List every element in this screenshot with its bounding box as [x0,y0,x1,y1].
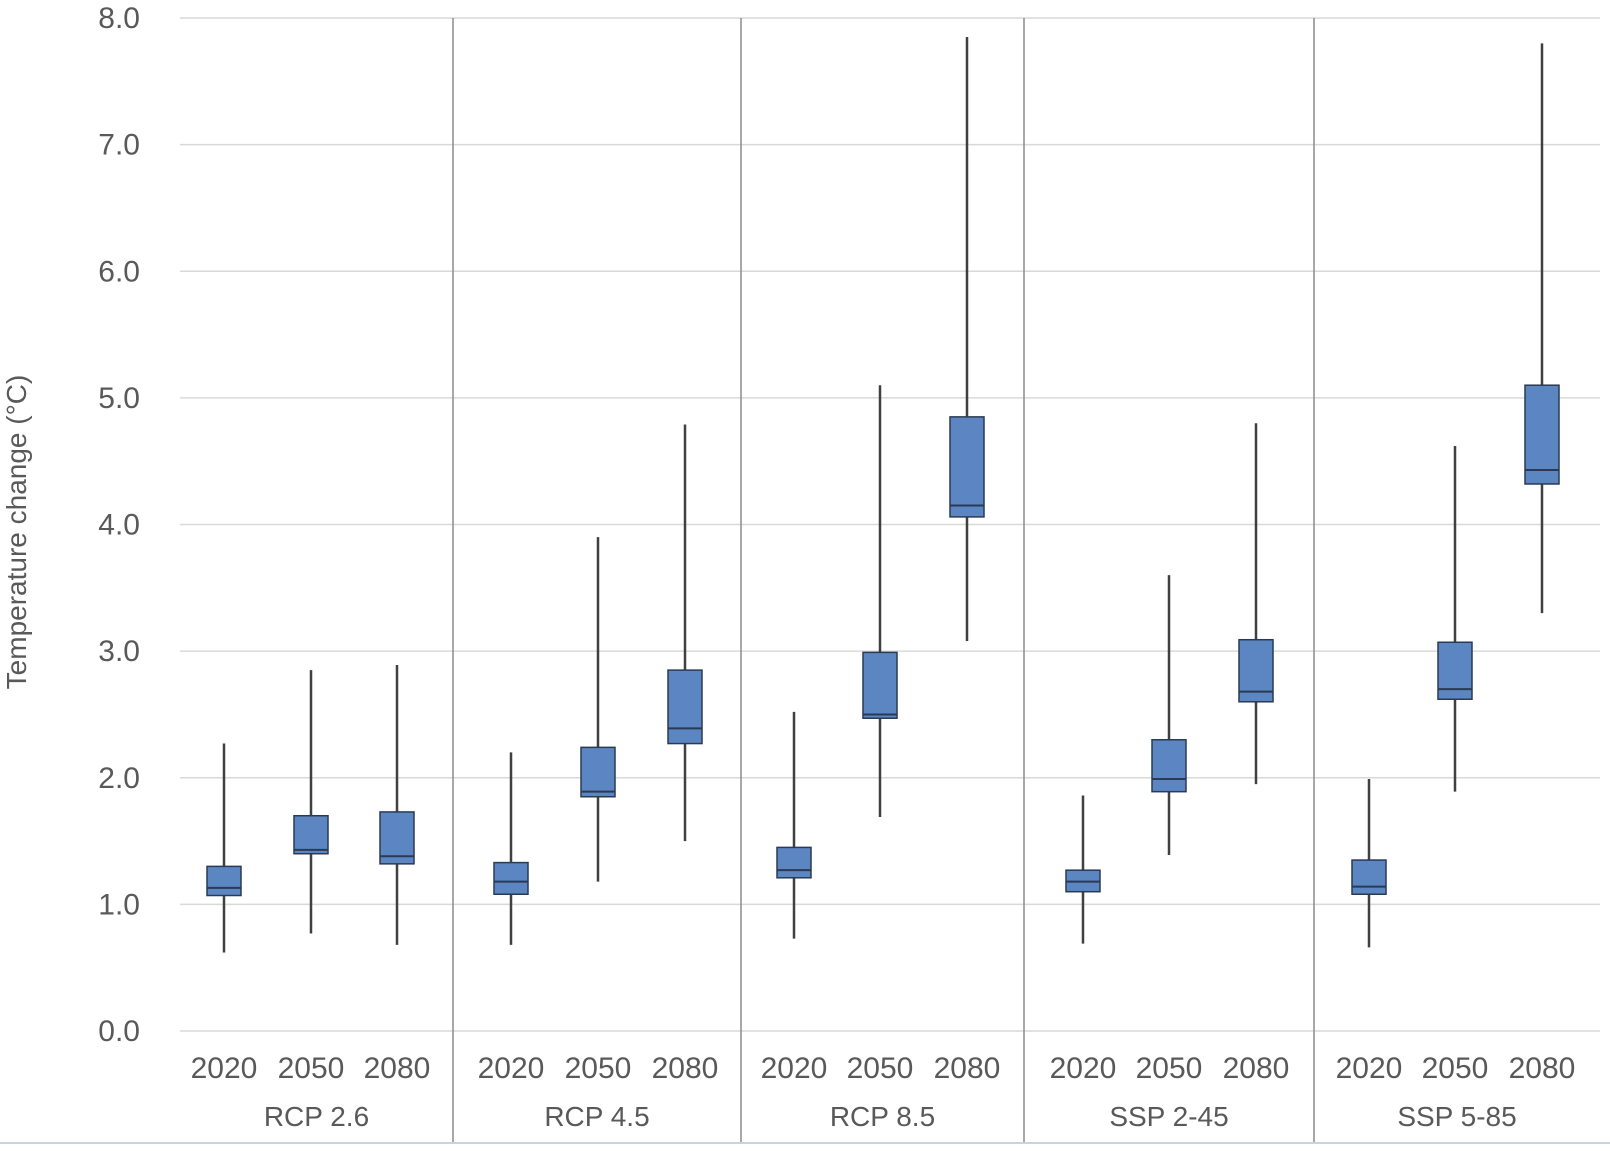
x-category-label: 2080 [364,1052,431,1085]
x-category-label: 2050 [565,1052,632,1085]
x-category-label: 2050 [278,1052,345,1085]
x-group-label: SSP 5-85 [1397,1101,1516,1132]
x-category-label: 2020 [478,1052,545,1085]
x-category-label: 2020 [1050,1052,1117,1085]
box-plot-item [1065,795,1101,944]
box [379,811,415,865]
box-plot-item [667,424,703,842]
box-plot-item [1437,445,1473,792]
box-plot-item [379,665,415,945]
box [1351,859,1387,895]
x-category-label: 2020 [761,1052,828,1085]
y-tick-label: 8.0 [98,2,140,35]
x-category-label: 2080 [1509,1052,1576,1085]
x-group-label: SSP 2-45 [1109,1101,1228,1132]
box-plot-item [1524,43,1560,614]
x-category-label: 2080 [934,1052,1001,1085]
x-category-label: 2080 [1223,1052,1290,1085]
x-group-label: RCP 2.6 [264,1101,369,1132]
box [1437,641,1473,700]
x-category-label: 2050 [847,1052,914,1085]
y-tick-label: 5.0 [98,382,140,415]
box-plot-item [862,385,898,818]
box-plot-item [949,36,985,641]
box-plot-item [776,711,812,939]
grid-layer [180,17,1600,1032]
box-plot-item [493,752,529,945]
x-category-label: 2080 [652,1052,719,1085]
box [949,416,985,518]
y-tick-label: 6.0 [98,255,140,288]
y-tick-label: 3.0 [98,635,140,668]
x-category-label: 2050 [1136,1052,1203,1085]
x-category-label: 2020 [191,1052,258,1085]
box [293,814,329,855]
box [493,861,529,895]
box [667,669,703,745]
box-plot-item [293,670,329,934]
x-category-label: 2050 [1422,1052,1489,1085]
box-plot-item [1351,779,1387,948]
box-plot-item [206,743,242,953]
box [206,865,242,897]
y-tick-label: 1.0 [98,888,140,921]
y-tick-label: 4.0 [98,509,140,542]
x-category-label: 2020 [1336,1052,1403,1085]
y-tick-label: 0.0 [98,1015,140,1048]
box [1524,384,1560,485]
group-divider-layer [0,18,1610,1144]
y-axis-title: Temperature change (°C) [1,375,32,690]
box-layer [206,36,1560,953]
box-plot-item [1151,575,1187,855]
x-group-label: RCP 8.5 [830,1101,935,1132]
box [1151,739,1187,793]
y-tick-label: 2.0 [98,762,140,795]
y-tick-label: 7.0 [98,129,140,162]
box-plot-item [1238,423,1274,785]
x-group-label: RCP 4.5 [544,1101,649,1132]
box [580,746,616,798]
box [776,846,812,879]
box-plot-item [580,537,616,882]
box [862,651,898,719]
